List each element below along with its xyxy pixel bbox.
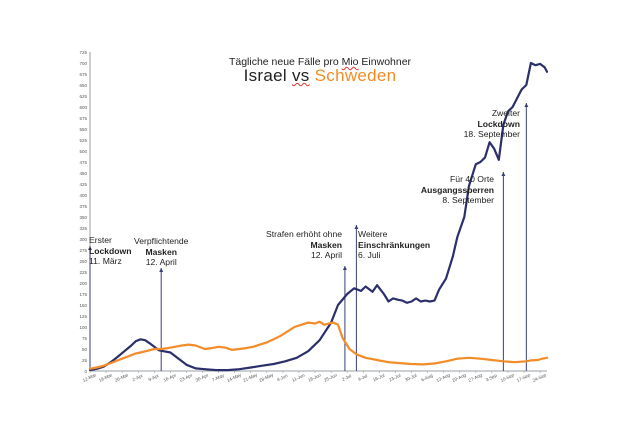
y-tick-label: 425 — [79, 182, 87, 187]
y-tick-label: 450 — [79, 171, 87, 176]
x-tick-label: 2-Apr — [132, 373, 145, 382]
y-tick-label: 25 — [82, 358, 88, 363]
y-tick-label: 200 — [79, 281, 87, 286]
y-tick-label: 500 — [79, 149, 87, 154]
y-tick-label: 700 — [79, 61, 87, 66]
x-tick-label: 16-Apr — [163, 372, 178, 382]
arrow-fines-head — [342, 266, 347, 270]
x-tick-label: 25-Jun — [323, 372, 338, 383]
y-tick-label: 475 — [79, 160, 87, 165]
x-tick-label: 4-Jun — [276, 373, 289, 382]
y-tick-label: 0 — [84, 369, 87, 374]
annotation-masks-mandatory: Verpflichtende Masken 12. April — [134, 236, 189, 267]
x-tick-label: 2-Jul — [341, 373, 352, 382]
y-tick-label: 275 — [79, 248, 87, 253]
y-tick-label: 525 — [79, 138, 87, 143]
x-tick-label: 18-Jun — [307, 372, 322, 383]
y-tick-label: 100 — [79, 325, 87, 330]
y-tick-label: 350 — [79, 215, 87, 220]
chart-subtitle: Tägliche neue Fälle pro Mio Einwohner — [228, 56, 412, 68]
arrow-curfew-head — [501, 172, 506, 176]
y-tick-label: 75 — [82, 336, 88, 341]
x-tick-label: 13-Aug — [435, 372, 451, 383]
title-sweden: Schweden — [314, 66, 397, 85]
x-tick-label: 19-Mar — [98, 372, 113, 383]
title-vs: vs — [291, 66, 310, 85]
annotation-first-lockdown: Erster Lockdown 11. März — [89, 235, 132, 266]
y-tick-label: 650 — [79, 83, 87, 88]
y-tick-label: 725 — [79, 50, 87, 55]
x-tick-label: 3-Sep — [485, 373, 498, 383]
x-tick-label: 24-Sep — [532, 372, 548, 383]
y-tick-label: 325 — [79, 226, 87, 231]
y-tick-label: 125 — [79, 314, 87, 319]
x-tick-label: 14-May — [226, 372, 242, 383]
x-tick-label: 27-Aug — [468, 372, 484, 383]
x-tick-label: 9-Apr — [148, 373, 161, 382]
y-tick-label: 150 — [79, 303, 87, 308]
x-tick-label: 20-Aug — [451, 372, 467, 383]
x-tick-label: 28-May — [258, 372, 274, 383]
x-tick-label: 26-Mar — [114, 372, 129, 383]
y-tick-label: 250 — [79, 259, 87, 264]
x-tick-label: 16-Jul — [372, 373, 385, 383]
y-tick-label: 175 — [79, 292, 87, 297]
y-tick-label: 300 — [79, 237, 87, 242]
arrow-first-lockdown-head — [88, 246, 92, 250]
title-israel: Israel — [243, 66, 287, 85]
x-tick-label: 10-Sep — [500, 372, 516, 383]
arrow-second-lockdown-head — [524, 103, 529, 107]
x-tick-label: 23-Jul — [388, 373, 401, 383]
x-tick-label: 23-Apr — [179, 372, 194, 382]
y-tick-label: 675 — [79, 72, 87, 77]
arrow-masks-head — [159, 268, 164, 272]
y-tick-label: 375 — [79, 204, 87, 209]
annotation-restrictions: Weitere Einschränkungen 6. Juli — [358, 229, 431, 260]
y-tick-label: 575 — [79, 116, 87, 121]
chart-title: Israel vs Schweden — [0, 66, 640, 86]
x-tick-label: 7-May — [211, 372, 225, 382]
y-tick-label: 625 — [79, 94, 87, 99]
annotation-second-lockdown: Zweiter Lockdown 18. September — [463, 108, 520, 139]
x-tick-label: 17-Sep — [516, 372, 532, 383]
x-tick-label: 30-Apr — [195, 372, 210, 382]
x-tick-label: 21-May — [242, 372, 258, 383]
x-tick-label: 30-Jul — [404, 373, 417, 383]
series-line-israel — [88, 61, 549, 372]
x-tick-label: 6-Aug — [420, 373, 433, 383]
x-tick-label: 12-Mar — [82, 372, 97, 383]
y-tick-label: 550 — [79, 127, 87, 132]
series-line-schweden — [88, 320, 549, 370]
annotation-curfew: Für 40 Orte Ausgangssperren 8. September — [420, 174, 494, 205]
arrow-restrictions-head — [354, 225, 359, 229]
annotation-fines: Strafen erhöht ohne Masken 12. April — [266, 229, 342, 260]
y-tick-label: 600 — [79, 105, 87, 110]
y-tick-label: 50 — [82, 347, 88, 352]
y-tick-label: 400 — [79, 193, 87, 198]
x-tick-label: 9-Jul — [357, 373, 368, 382]
y-tick-label: 225 — [79, 270, 87, 275]
x-tick-label: 11-Jun — [291, 372, 306, 382]
